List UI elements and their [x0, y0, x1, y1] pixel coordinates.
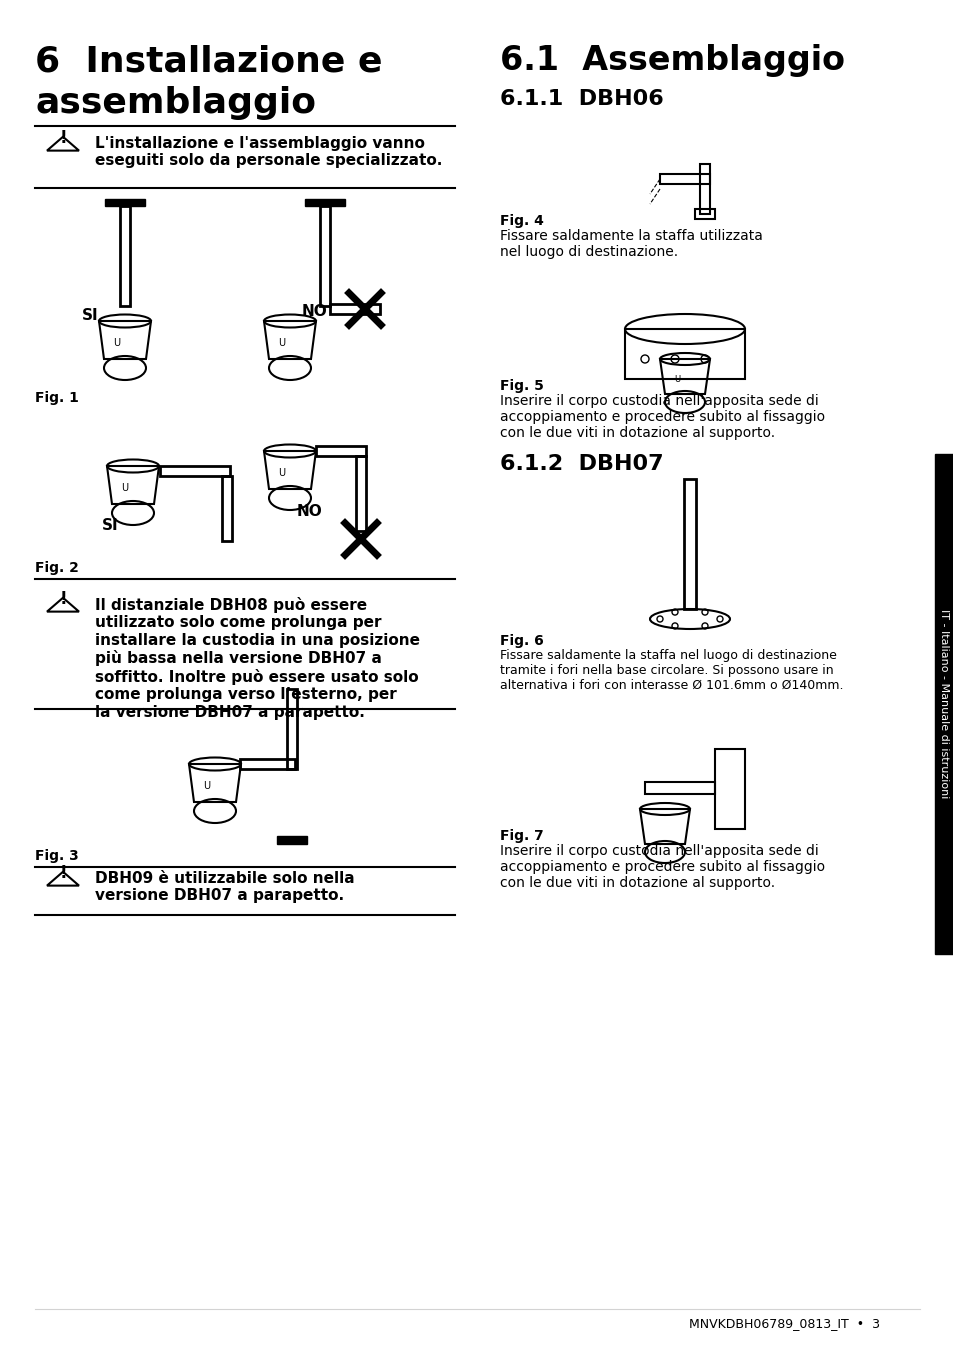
Text: U: U — [278, 338, 285, 348]
Bar — [319, 206, 330, 306]
Text: MNVKDBH06789_0813_IT  •  3: MNVKDBH06789_0813_IT • 3 — [688, 1317, 879, 1331]
Text: Fig. 6: Fig. 6 — [499, 634, 543, 649]
Bar — [330, 305, 379, 314]
Text: DBH09 è utilizzabile solo nella
versione DBH07 a parapetto.: DBH09 è utilizzabile solo nella versione… — [95, 871, 355, 903]
Bar — [287, 689, 296, 769]
Bar — [714, 749, 744, 829]
Text: IT - Italiano - Manuale di istruzioni: IT - Italiano - Manuale di istruzioni — [939, 609, 948, 799]
Text: 6.1.1  DBH06: 6.1.1 DBH06 — [499, 89, 663, 110]
Text: Il distanziale DBH08 può essere
utilizzato solo come prolunga per
installare la : Il distanziale DBH08 può essere utilizza… — [95, 597, 419, 720]
Text: U: U — [673, 375, 679, 383]
Bar — [659, 175, 709, 184]
Text: Inserire il corpo custodia nell'apposita sede di
accoppiamento e procedere subit: Inserire il corpo custodia nell'apposita… — [499, 844, 824, 891]
Text: Fig. 1: Fig. 1 — [35, 391, 79, 405]
Text: SI: SI — [102, 519, 118, 533]
Text: Fig. 5: Fig. 5 — [499, 379, 543, 393]
Text: U: U — [203, 781, 211, 791]
Bar — [695, 209, 714, 219]
Text: Fissare saldamente la staffa utilizzata
nel luogo di destinazione.: Fissare saldamente la staffa utilizzata … — [499, 229, 762, 259]
Text: Inserire il corpo custodia nell'apposita sede di
accoppiamento e procedere subit: Inserire il corpo custodia nell'apposita… — [499, 394, 824, 440]
Text: U: U — [113, 338, 120, 348]
Text: Fissare saldamente la staffa nel luogo di destinazione
tramite i fori nella base: Fissare saldamente la staffa nel luogo d… — [499, 649, 842, 692]
Bar — [276, 835, 307, 844]
Text: Fig. 4: Fig. 4 — [499, 214, 543, 227]
Text: Fig. 2: Fig. 2 — [35, 561, 79, 575]
Text: Fig. 3: Fig. 3 — [35, 849, 79, 862]
Text: NO: NO — [302, 303, 328, 318]
Bar — [355, 456, 366, 531]
Text: !: ! — [59, 589, 67, 608]
Bar — [240, 760, 294, 769]
Bar — [624, 329, 744, 379]
Text: NO: NO — [296, 504, 322, 519]
Bar — [120, 206, 130, 306]
Bar — [160, 466, 230, 477]
Bar — [934, 454, 953, 955]
Text: !: ! — [59, 129, 67, 146]
Bar — [700, 164, 709, 214]
Text: U: U — [278, 468, 285, 478]
Bar — [644, 783, 714, 793]
Text: 6.1.2  DBH07: 6.1.2 DBH07 — [499, 454, 663, 474]
Text: !: ! — [59, 864, 67, 881]
Text: 6  Installazione e: 6 Installazione e — [35, 43, 382, 79]
Text: 6.1  Assemblaggio: 6.1 Assemblaggio — [499, 43, 844, 77]
Text: assemblaggio: assemblaggio — [35, 87, 315, 121]
Text: U: U — [121, 483, 129, 493]
Bar — [683, 479, 696, 609]
Bar — [315, 445, 366, 456]
Text: Fig. 7: Fig. 7 — [499, 829, 543, 844]
Bar — [105, 199, 145, 206]
Bar — [305, 199, 345, 206]
Bar — [222, 477, 232, 542]
Text: SI: SI — [82, 309, 98, 324]
Text: L'installazione e l'assemblaggio vanno
eseguiti solo da personale specializzato.: L'installazione e l'assemblaggio vanno e… — [95, 135, 442, 168]
